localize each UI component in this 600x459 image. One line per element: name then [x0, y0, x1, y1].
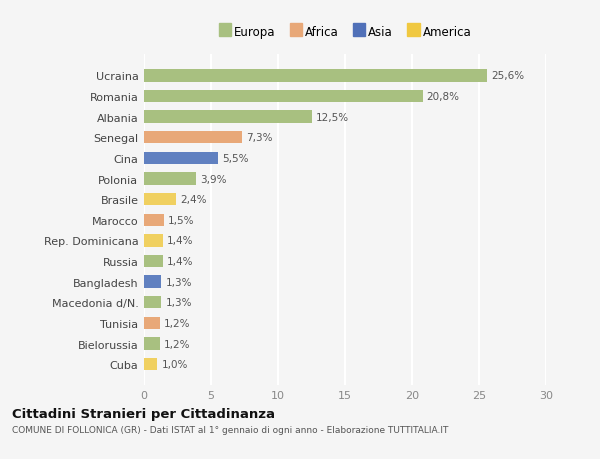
Text: 20,8%: 20,8%: [427, 92, 460, 102]
Text: COMUNE DI FOLLONICA (GR) - Dati ISTAT al 1° gennaio di ogni anno - Elaborazione : COMUNE DI FOLLONICA (GR) - Dati ISTAT al…: [12, 425, 448, 434]
Bar: [144, 194, 176, 206]
Text: 25,6%: 25,6%: [491, 71, 524, 81]
Text: 1,4%: 1,4%: [167, 236, 193, 246]
Bar: [144, 91, 423, 103]
Legend: Europa, Africa, Asia, America: Europa, Africa, Asia, America: [214, 21, 476, 44]
Text: 1,0%: 1,0%: [161, 359, 188, 369]
Text: 7,3%: 7,3%: [246, 133, 272, 143]
Text: Cittadini Stranieri per Cittadinanza: Cittadini Stranieri per Cittadinanza: [12, 407, 275, 420]
Bar: [144, 317, 160, 330]
Text: 1,4%: 1,4%: [167, 257, 193, 267]
Bar: [144, 152, 218, 165]
Bar: [144, 111, 311, 123]
Text: 1,5%: 1,5%: [168, 215, 194, 225]
Text: 1,2%: 1,2%: [164, 318, 191, 328]
Bar: [144, 255, 163, 268]
Bar: [144, 173, 196, 185]
Text: 12,5%: 12,5%: [316, 112, 349, 123]
Text: 2,4%: 2,4%: [180, 195, 206, 205]
Bar: [144, 297, 161, 309]
Bar: [144, 70, 487, 83]
Bar: [144, 338, 160, 350]
Text: 1,3%: 1,3%: [166, 277, 192, 287]
Text: 5,5%: 5,5%: [222, 154, 248, 163]
Bar: [144, 276, 161, 288]
Bar: [144, 132, 242, 144]
Text: 3,9%: 3,9%: [200, 174, 227, 184]
Bar: [144, 358, 157, 370]
Text: 1,2%: 1,2%: [164, 339, 191, 349]
Bar: [144, 214, 164, 226]
Bar: [144, 235, 163, 247]
Text: 1,3%: 1,3%: [166, 297, 192, 308]
